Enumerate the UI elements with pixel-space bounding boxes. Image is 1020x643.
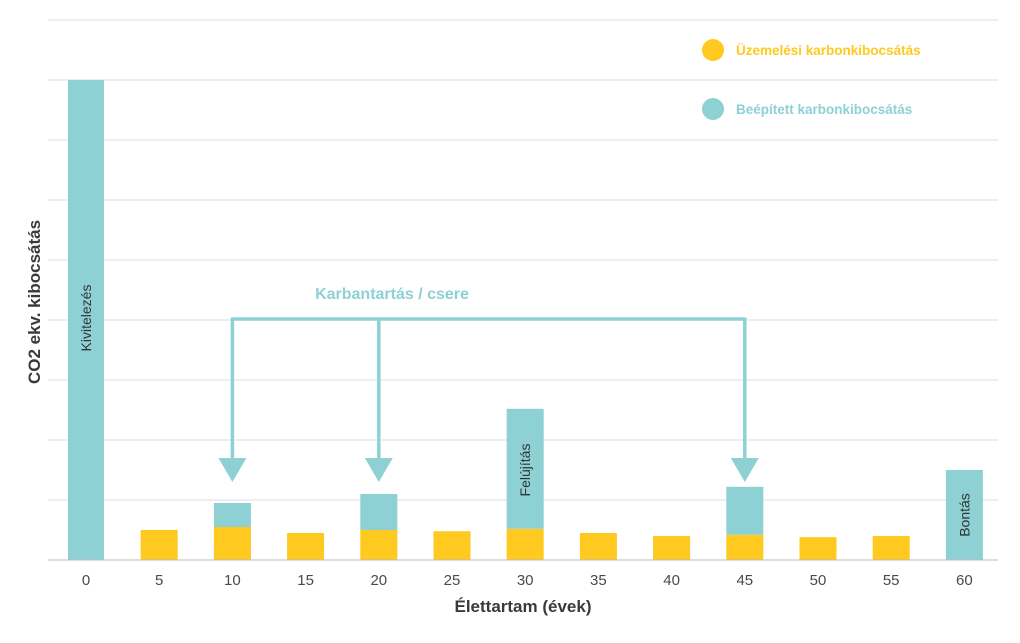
x-tick-label: 15 (297, 572, 314, 589)
x-tick-label: 60 (956, 572, 973, 589)
x-tick-label: 25 (444, 572, 461, 589)
x-tick-label: 45 (736, 572, 753, 589)
gridlines (48, 19, 998, 501)
annotation-arrow-head (730, 458, 759, 482)
x-tick-label: 35 (590, 572, 607, 589)
legend-marker (702, 98, 724, 120)
bar-embodied (68, 80, 104, 560)
x-tick-label: 20 (370, 572, 387, 589)
annotation-arrows: Karbantartás / csere (218, 286, 759, 482)
bar-operational (360, 530, 398, 560)
annotation-arrow-head (218, 458, 247, 482)
bars (68, 80, 983, 560)
x-tick-label: 5 (155, 572, 163, 589)
bar-operational (140, 530, 178, 560)
bar-operational (433, 531, 471, 560)
x-tick-labels: 0 5 10 15 20 25 30 35 40 45 50 55 60 (82, 572, 973, 589)
bar-embodied (726, 486, 764, 535)
bar-embodied (506, 408, 544, 529)
x-tick-label: 30 (517, 572, 534, 589)
bar-label: Kivitelezés (78, 285, 94, 352)
bar-operational (506, 528, 544, 560)
legend-label: Üzemelési karbonkibocsátás (736, 43, 921, 58)
x-axis-title: Élettartam (évek) (454, 597, 591, 616)
bar-embodied (213, 503, 251, 527)
x-tick-label: 40 (663, 572, 680, 589)
annotation-arrow-head (364, 458, 393, 482)
bar-embodied (360, 494, 398, 530)
bar-embodied (945, 470, 983, 560)
bar-operational (799, 537, 837, 560)
x-tick-label: 50 (810, 572, 827, 589)
y-axis-title: CO2 ekv. kibocsátás (25, 220, 44, 384)
bar-operational (579, 533, 617, 560)
x-tick-label: 55 (883, 572, 900, 589)
legend-marker (702, 39, 724, 61)
bar-operational (653, 536, 691, 560)
legend: Üzemelési karbonkibocsátás Beépített karb… (702, 39, 921, 120)
bar-label: Felújítás (517, 444, 533, 497)
bar-operational (287, 533, 325, 560)
bar-labels: Kivitelezés Felújítás Bontás (78, 285, 972, 537)
bar-operational (213, 527, 251, 560)
annotation-label: Karbantartás / csere (315, 286, 469, 303)
bar-operational (726, 534, 764, 560)
x-tick-label: 10 (224, 572, 241, 589)
bar-operational (872, 536, 910, 560)
bar-label: Bontás (956, 493, 972, 537)
x-tick-label: 0 (82, 572, 90, 589)
legend-label: Beépített karbonkibocsátás (736, 102, 912, 117)
